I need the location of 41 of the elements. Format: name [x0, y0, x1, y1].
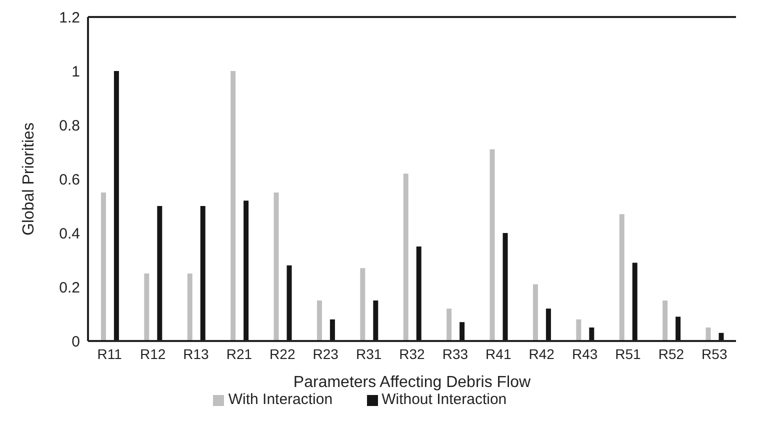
bar — [532, 284, 538, 341]
y-tick-label: 1 — [72, 63, 80, 80]
bar — [619, 214, 624, 341]
y-tick-label: 0 — [72, 333, 80, 350]
y-tick-label: 0.8 — [59, 117, 80, 134]
x-tick-label: R21 — [226, 346, 252, 362]
x-tick-label: R13 — [183, 346, 210, 362]
bar — [490, 149, 495, 341]
bar — [316, 300, 322, 341]
bar — [403, 174, 408, 341]
x-tick-label: R11 — [97, 346, 122, 362]
x-tick-label: R33 — [442, 346, 468, 362]
x-tick-label: R32 — [399, 346, 426, 362]
y-axis-title: Global Priorities — [20, 122, 38, 236]
bar — [662, 300, 668, 341]
legend-label: Without Interaction — [382, 391, 507, 408]
x-tick-label: R12 — [140, 346, 166, 362]
x-tick-label: R31 — [356, 346, 382, 362]
y-tick-label: 0.2 — [59, 279, 80, 296]
bar — [446, 308, 452, 341]
y-tick-label: 1.2 — [59, 9, 80, 26]
x-tick-label: R41 — [486, 346, 512, 362]
legend-label: With Interaction — [228, 391, 333, 408]
bar — [360, 268, 366, 341]
y-tick-label: 0.6 — [59, 171, 80, 188]
bar — [100, 192, 106, 341]
y-tick-label: 0.4 — [59, 225, 80, 242]
x-tick-label: R53 — [702, 346, 728, 362]
bar — [576, 319, 582, 341]
x-axis-title: Parameters Affecting Debris Flow — [293, 374, 532, 391]
x-tick-label: R23 — [312, 346, 339, 362]
bar — [144, 274, 150, 341]
x-tick-label: R43 — [572, 346, 598, 362]
x-tick-label: R52 — [658, 346, 684, 362]
bar — [187, 274, 192, 341]
x-tick-label: R22 — [270, 346, 296, 362]
bar — [706, 328, 711, 341]
x-tick-label: R51 — [615, 346, 642, 362]
bar — [274, 192, 279, 341]
bar — [230, 71, 236, 341]
x-tick-label: R42 — [528, 346, 555, 362]
